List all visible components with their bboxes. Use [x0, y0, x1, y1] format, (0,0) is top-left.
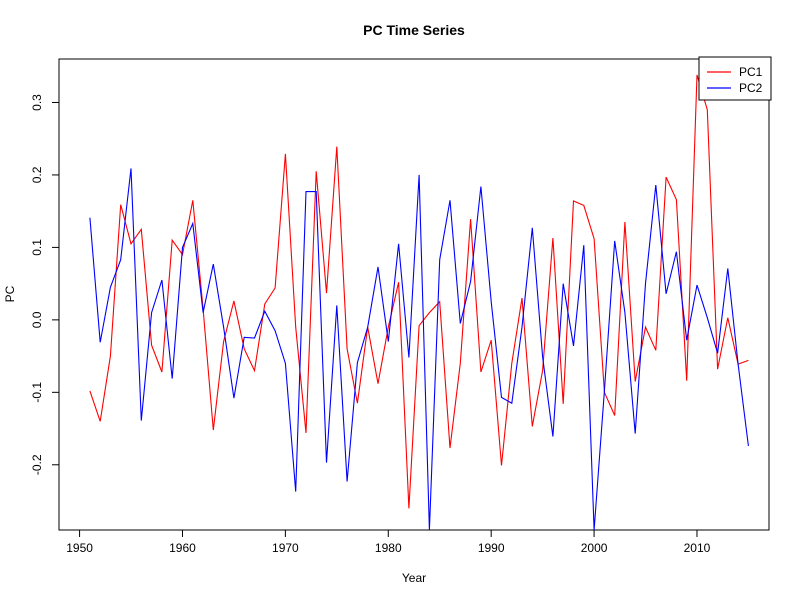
plot-frame: [58, 58, 770, 531]
series-line-pc2: [89, 168, 749, 530]
series-line-pc1: [89, 74, 749, 509]
x-axis-label: Year: [402, 571, 426, 585]
y-axis: -0.2 -0.1 0.0 0.1 0.2 0.3: [30, 94, 60, 475]
x-tick-label: 1950: [66, 541, 93, 555]
legend-label-pc1: PC1: [739, 65, 763, 79]
x-tick-label: 1970: [272, 541, 299, 555]
y-tick-label: 0.1: [30, 239, 44, 256]
series-layer: [89, 74, 749, 530]
x-tick-label: 2000: [581, 541, 608, 555]
y-axis-label: PC: [3, 285, 17, 302]
y-tick-label: -0.2: [30, 454, 44, 475]
y-tick-label: -0.1: [30, 382, 44, 403]
x-axis: 1950 1960 1970 1980 1990 2000 2010: [66, 529, 711, 555]
chart-title: PC Time Series: [363, 22, 465, 38]
x-tick-label: 2010: [684, 541, 711, 555]
legend-label-pc2: PC2: [739, 81, 763, 95]
y-tick-label: 0.2: [30, 166, 44, 183]
y-tick-label: 0.3: [30, 94, 44, 111]
x-tick-label: 1990: [478, 541, 505, 555]
y-tick-label: 0.0: [30, 311, 44, 328]
x-tick-label: 1960: [169, 541, 196, 555]
legend-box: [698, 56, 772, 101]
x-tick-label: 1980: [375, 541, 402, 555]
